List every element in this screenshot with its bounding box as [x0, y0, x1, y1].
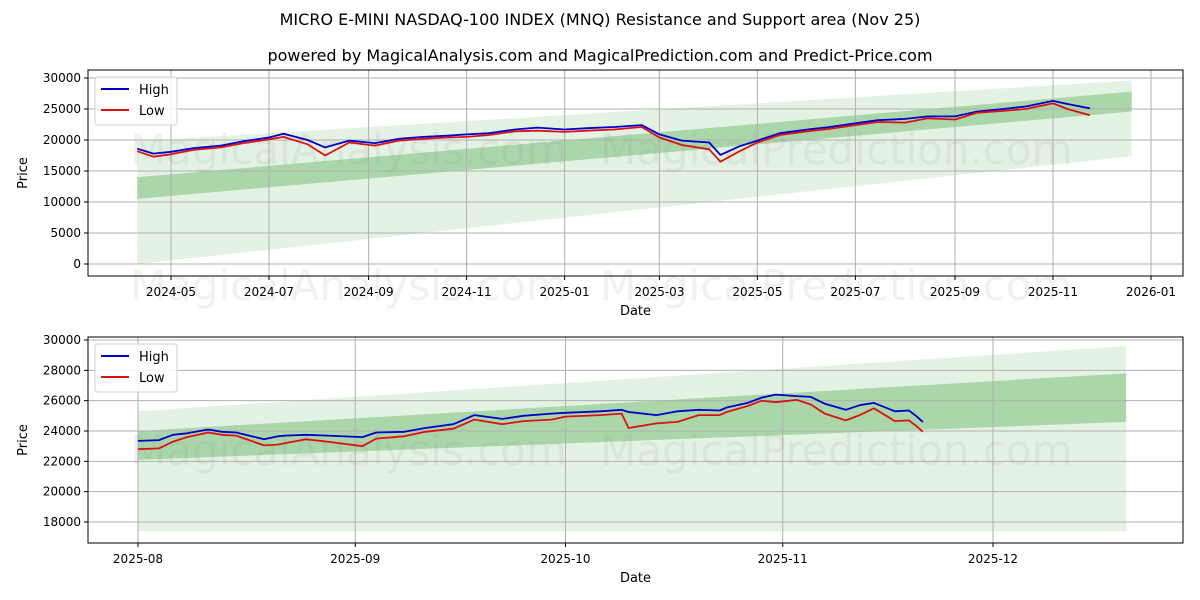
chart-panel-2: MagicalAnalysis.com MagicalPrediction.com…	[16, 333, 1184, 586]
y-tick-label: 15000	[43, 164, 81, 178]
legend-label: Low	[139, 104, 165, 119]
y-tick-label: 26000	[43, 394, 81, 408]
legend-label: Low	[139, 371, 165, 386]
support-resistance-bands	[137, 80, 1132, 264]
chart-subtitle: powered by MagicalAnalysis.com and Magic…	[267, 46, 933, 65]
watermark-text: MagicalAnalysis.com	[130, 426, 567, 475]
legend-label: High	[139, 350, 169, 365]
high-line	[137, 393, 924, 442]
x-tick-label: 2024-07	[244, 285, 294, 299]
y-tick-label: 10000	[43, 195, 81, 209]
y-tick-label: 18000	[43, 515, 81, 529]
y-tick-label: 30000	[43, 71, 81, 85]
y-tick-label: 20000	[43, 133, 81, 147]
low-line	[137, 102, 1091, 163]
y-tick-label: 30000	[43, 333, 81, 347]
gridlines	[88, 337, 1183, 543]
high-line	[137, 100, 1091, 156]
x-tick-label: 2025-01	[540, 285, 590, 299]
y-axis-label: Price	[16, 424, 31, 456]
x-tick-label: 2024-05	[146, 285, 196, 299]
watermark-text: MagicalAnalysis.com	[130, 261, 567, 310]
watermark-text: MagicalPrediction.com	[600, 426, 1073, 475]
x-tick-label: 2026-01	[1126, 285, 1176, 299]
y-tick-label: 28000	[43, 363, 81, 377]
chart-panel-1: MagicalAnalysis.com MagicalPrediction.com…	[16, 69, 1184, 319]
x-tick-label: 2025-11	[1028, 285, 1078, 299]
gridlines	[88, 70, 1183, 276]
x-tick-label: 2025-09	[930, 285, 980, 299]
axes-frame	[87, 69, 1184, 277]
watermark-text: MagicalPrediction.com	[600, 261, 1073, 310]
y-tick-label: 24000	[43, 424, 81, 438]
price-series	[137, 393, 924, 451]
x-tick-label: 2025-12	[968, 552, 1018, 566]
price-series	[137, 100, 1091, 163]
x-tick-label: 2025-05	[732, 285, 782, 299]
inner-band	[137, 91, 1132, 199]
x-axis-label: Date	[620, 571, 651, 586]
watermark-text: MagicalPrediction.com	[600, 125, 1073, 174]
legend-label: High	[139, 83, 169, 98]
y-tick-label: 20000	[43, 485, 81, 499]
x-tick-label: 2025-10	[540, 552, 590, 566]
x-tick-label: 2025-11	[758, 552, 808, 566]
legend: High Low	[94, 76, 178, 126]
y-axis-label: Price	[16, 157, 31, 189]
axes-frame	[87, 336, 1184, 544]
x-tick-label: 2025-07	[830, 285, 880, 299]
x-tick-label: 2024-09	[344, 285, 394, 299]
y-tick-label: 25000	[43, 102, 81, 116]
x-tick-label: 2025-03	[634, 285, 684, 299]
x-tick-label: 2024-11	[442, 285, 492, 299]
y-tick-label: 5000	[50, 226, 81, 240]
x-tick-label: 2025-09	[330, 552, 380, 566]
low-line	[137, 398, 924, 451]
x-axis-label: Date	[620, 304, 651, 319]
y-tick-label: 0	[73, 257, 81, 271]
x-tick-label: 2025-08	[113, 552, 163, 566]
chart-title: MICRO E-MINI NASDAQ-100 INDEX (MNQ) Resi…	[279, 10, 921, 29]
y-tick-label: 22000	[43, 454, 81, 468]
legend: High Low	[94, 343, 178, 393]
